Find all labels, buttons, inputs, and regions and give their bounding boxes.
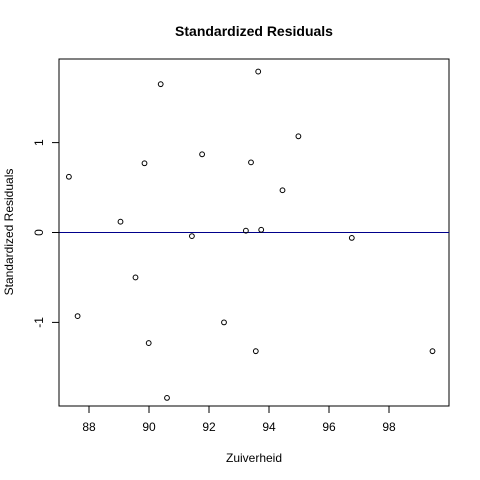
data-point — [248, 159, 254, 166]
data-point — [258, 226, 265, 233]
x-tick-label: 92 — [202, 420, 216, 434]
data-point — [221, 319, 227, 326]
y-tick-label: 1 — [32, 139, 46, 146]
x-tick-label: 94 — [262, 420, 276, 434]
x-axis: 88 90 92 94 96 98 — [82, 405, 396, 434]
data-point — [164, 395, 170, 401]
x-axis-label: Zuiverheid — [226, 451, 282, 465]
data-point — [157, 81, 164, 88]
data-point — [117, 218, 124, 225]
x-tick-label: 96 — [322, 420, 336, 434]
x-tick-label: 98 — [382, 420, 396, 434]
chart-title: Standardized Residuals — [175, 23, 333, 39]
data-point — [429, 348, 436, 355]
data-point — [132, 274, 139, 281]
data-point — [145, 340, 152, 346]
points-layer — [66, 68, 436, 401]
data-point — [199, 151, 206, 158]
data-point — [243, 227, 249, 234]
data-point — [295, 133, 302, 140]
data-point — [252, 348, 259, 355]
y-axis: -1 0 1 — [32, 139, 60, 328]
data-point — [74, 313, 81, 320]
data-point — [348, 234, 355, 241]
data-point — [66, 173, 72, 180]
y-axis-label: Standardized Residuals — [2, 169, 16, 296]
data-point — [141, 160, 148, 167]
data-point — [279, 187, 286, 194]
y-tick-label: -1 — [32, 317, 46, 328]
data-point — [255, 68, 262, 75]
y-tick-label: 0 — [32, 229, 46, 236]
x-tick-label: 88 — [82, 420, 96, 434]
data-point — [189, 233, 195, 239]
x-tick-label: 90 — [142, 420, 156, 434]
